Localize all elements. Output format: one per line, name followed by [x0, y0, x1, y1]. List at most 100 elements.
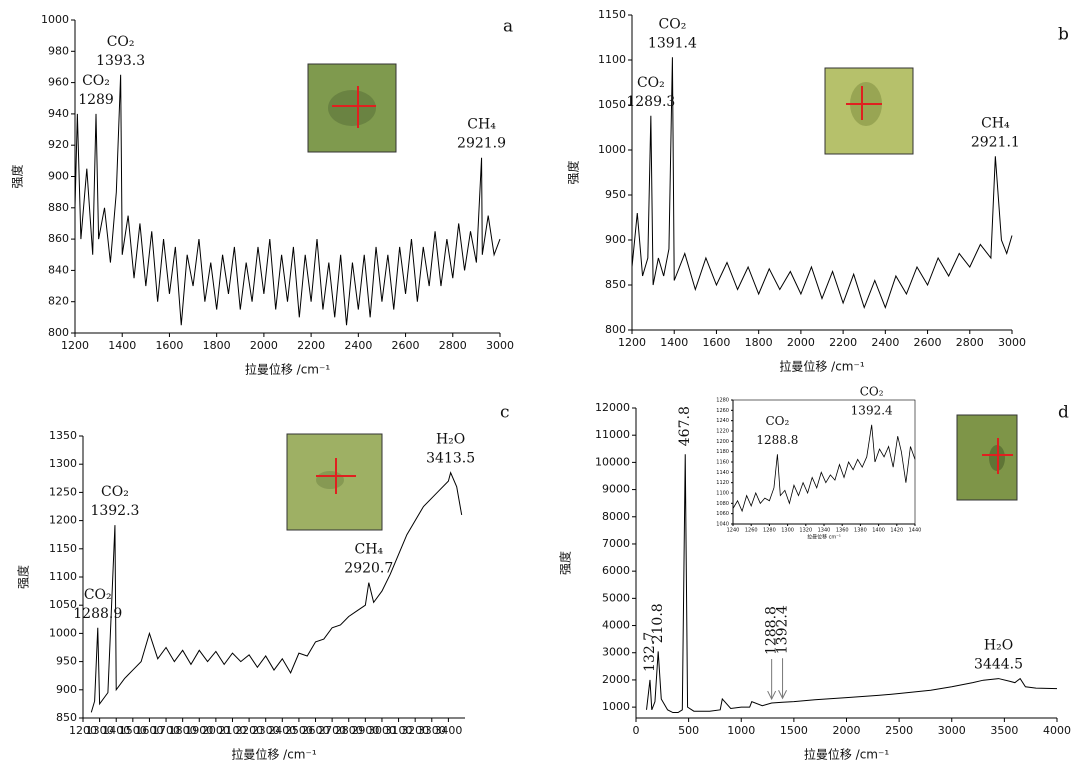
x-tick-label: 2300: [252, 724, 280, 737]
y-tick-label: 850: [605, 278, 626, 291]
x-tick-label: 1340: [818, 528, 831, 534]
chart: 800 850 900 950 1000 1050 1100 1150 1200 1400 1600…: [566, 8, 1070, 374]
inset-chart: 1040 1060 1080 1100 1120 1140 1160 1180 1200 1220…: [716, 384, 921, 540]
x-tick-label: 1300: [781, 528, 794, 534]
peak-species: CH₄: [981, 115, 1010, 131]
y-tick-label: 1220: [716, 429, 729, 435]
x-tick-label: 1900: [185, 724, 213, 737]
photo: [307, 63, 397, 153]
y-tick-label: 1000: [41, 13, 69, 26]
spectrum-line: [74, 74, 501, 326]
peak-value: 2921.1: [971, 134, 1020, 150]
y-tick-label: 1100: [598, 53, 626, 66]
y-tick-label: 800: [605, 323, 626, 336]
peak-value: 3444.5: [974, 657, 1023, 673]
x-tick-label: 1200: [61, 339, 89, 352]
x-tick-label: 1400: [102, 724, 130, 737]
spectrum-line: [631, 57, 1013, 309]
y-axis-label: 强度: [10, 164, 25, 188]
panel-letter: b: [1058, 25, 1069, 45]
y-tick-label: 1250: [49, 485, 77, 498]
x-tick-label: 2200: [235, 724, 263, 737]
y-tick-label: 7000: [602, 537, 630, 550]
x-axis-label: 拉曼位移 /cm⁻¹: [779, 359, 864, 374]
x-tick-label: 1440: [909, 528, 922, 534]
peak-species: CO₂: [860, 384, 884, 398]
photo: [286, 433, 383, 531]
x-tick-label: 1600: [702, 336, 730, 349]
x-tick-label: 1260: [745, 528, 758, 534]
inset-frame: [732, 399, 916, 525]
x-tick-label: 3000: [486, 339, 514, 352]
chart: 1000200030004000500060007000800090001000…: [558, 401, 1072, 762]
y-tick-label: 1080: [716, 501, 729, 507]
y-tick-label: 950: [605, 188, 626, 201]
y-tick-label: 10000: [595, 455, 630, 468]
peak-species: CH₄: [467, 117, 496, 133]
peak-value: 3413.5: [426, 451, 475, 467]
y-tick-label: 3000: [602, 646, 630, 659]
x-axis-label: 拉曼位移 /cm⁻¹: [804, 747, 889, 762]
y-tick-label: 960: [48, 76, 69, 89]
y-tick-label: 1260: [716, 408, 729, 414]
y-tick-label: 1060: [716, 511, 729, 517]
y-tick-label: 860: [48, 232, 69, 245]
x-tick-label: 3000: [938, 724, 966, 737]
x-tick-label: 1500: [780, 724, 808, 737]
x-tick-label: 2400: [268, 724, 296, 737]
y-tick-label: 1000: [49, 626, 77, 639]
peak-value: 1289.3: [626, 94, 675, 110]
x-tick-label: 3000: [998, 336, 1026, 349]
peak-value: 1289: [78, 92, 114, 108]
x-tick-label: 2600: [914, 336, 942, 349]
y-tick-label: 850: [56, 711, 77, 724]
peak-arrow-head: [767, 690, 777, 701]
x-tick-label: 2500: [885, 724, 913, 737]
x-tick-label: 1360: [836, 528, 849, 534]
y-tick-label: 1140: [716, 470, 729, 476]
x-tick-label: 1200: [618, 336, 646, 349]
y-tick-label: 820: [48, 295, 69, 308]
y-tick-label: 1150: [598, 8, 626, 21]
peak-label: 467.8: [677, 406, 693, 446]
y-tick-label: 1040: [716, 522, 729, 528]
y-axis-label: 强度: [558, 551, 573, 575]
x-axis-label: 拉曼位移 /cm⁻¹: [231, 747, 316, 762]
y-tick-label: 9000: [602, 483, 630, 496]
y-tick-label: 1240: [716, 418, 729, 424]
x-tick-label: 1800: [203, 339, 231, 352]
y-tick-label: 1160: [716, 460, 729, 466]
x-tick-label: 2900: [351, 724, 379, 737]
y-tick-label: 1000: [598, 143, 626, 156]
peak-value: 2920.7: [344, 561, 393, 577]
y-tick-label: 900: [605, 233, 626, 246]
peak-species: H₂O: [984, 638, 1013, 654]
peak-value: 1391.4: [648, 35, 697, 51]
x-tick-label: 1500: [119, 724, 147, 737]
x-tick-label: 2400: [871, 336, 899, 349]
panel-letter: d: [1058, 403, 1069, 423]
x-tick-label: 1800: [745, 336, 773, 349]
peak-label: 210.8: [650, 603, 666, 643]
x-tick-label: 1320: [799, 528, 812, 534]
spectrum-line: [90, 471, 463, 713]
y-tick-label: 4000: [602, 619, 630, 632]
y-tick-label: 1050: [49, 598, 77, 611]
peak-value: 1393.3: [96, 53, 145, 69]
panel-letter: c: [500, 403, 510, 423]
x-tick-label: 1400: [108, 339, 136, 352]
y-tick-label: 1120: [716, 480, 729, 486]
peak-species: CO₂: [101, 484, 129, 500]
spectrum-line: [732, 424, 916, 513]
x-tick-label: 3400: [434, 724, 462, 737]
x-tick-label: 1380: [854, 528, 867, 534]
y-tick-label: 1180: [716, 449, 729, 455]
x-tick-label: 2800: [956, 336, 984, 349]
x-axis-label: 拉曼位移 cm⁻¹: [807, 534, 841, 541]
x-tick-label: 1420: [890, 528, 903, 534]
y-tick-label: 880: [48, 201, 69, 214]
x-tick-label: 3000: [368, 724, 396, 737]
x-tick-label: 2700: [318, 724, 346, 737]
peak-species: CH₄: [355, 542, 384, 558]
x-tick-label: 500: [678, 724, 699, 737]
